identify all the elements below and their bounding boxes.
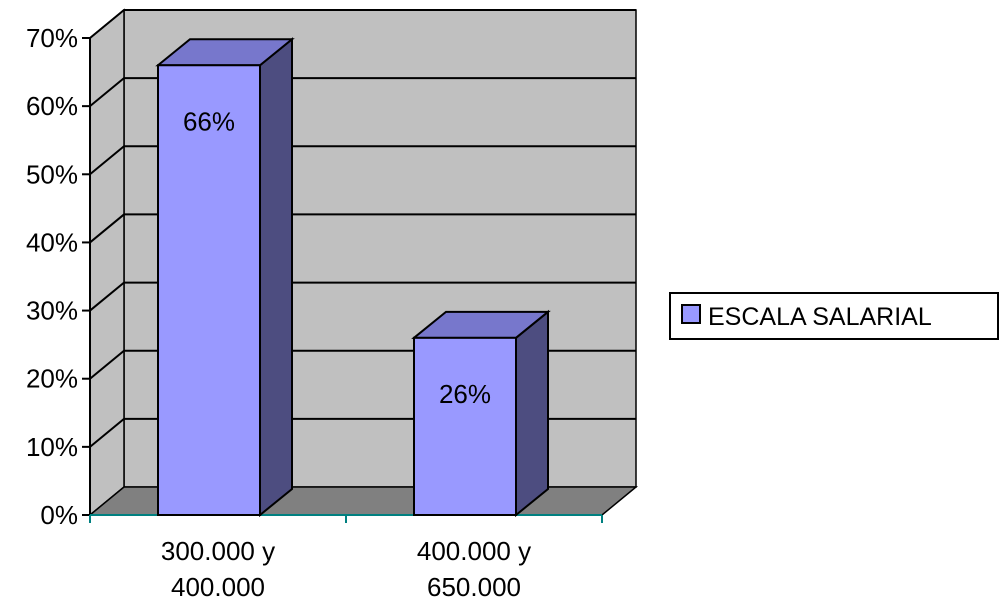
bar	[411, 309, 551, 518]
data-labels: 66% 26%	[183, 106, 491, 409]
legend-box	[669, 292, 999, 340]
gridline	[89, 77, 636, 107]
legend-label: ESCALA SALARIAL	[708, 303, 932, 331]
x-category-label: 400.000 y 650.000	[417, 536, 531, 602]
y-tick-label: 60%	[26, 91, 78, 121]
bar-side	[515, 309, 549, 518]
x-category-label-line: 400.000 y	[417, 536, 531, 566]
bars	[155, 37, 551, 518]
gridline	[89, 281, 636, 312]
side-wall	[89, 8, 125, 517]
bar-front	[413, 336, 517, 517]
gridline	[89, 213, 636, 244]
data-label: 66%	[183, 106, 235, 136]
y-tick-label: 0%	[40, 500, 78, 530]
x-category-label-line: 300.000 y	[161, 536, 275, 566]
y-tick-label: 70%	[26, 23, 78, 53]
x-category-label: 300.000 y 400.000	[161, 536, 275, 602]
y-tick-label: 20%	[26, 364, 78, 394]
data-label: 26%	[439, 379, 491, 409]
x-category-label-line: 400.000	[171, 572, 265, 602]
legend: ESCALA SALARIAL	[669, 292, 999, 340]
y-tick-labels: 0% 10% 20% 30% 40% 50% 60% 70%	[26, 23, 78, 530]
bar	[155, 37, 295, 518]
bar-front	[157, 64, 261, 516]
y-tick-label: 10%	[26, 432, 78, 462]
x-category-label-line: 650.000	[427, 572, 521, 602]
x-category-labels: 300.000 y 400.000 400.000 y 650.000	[161, 536, 531, 602]
gridline	[89, 9, 636, 39]
legend-swatch	[681, 304, 701, 324]
gridline	[89, 145, 636, 176]
y-tick-label: 30%	[26, 296, 78, 326]
bar-side	[259, 37, 293, 518]
y-tick-label: 40%	[26, 227, 78, 257]
y-tick-label: 50%	[26, 159, 78, 189]
